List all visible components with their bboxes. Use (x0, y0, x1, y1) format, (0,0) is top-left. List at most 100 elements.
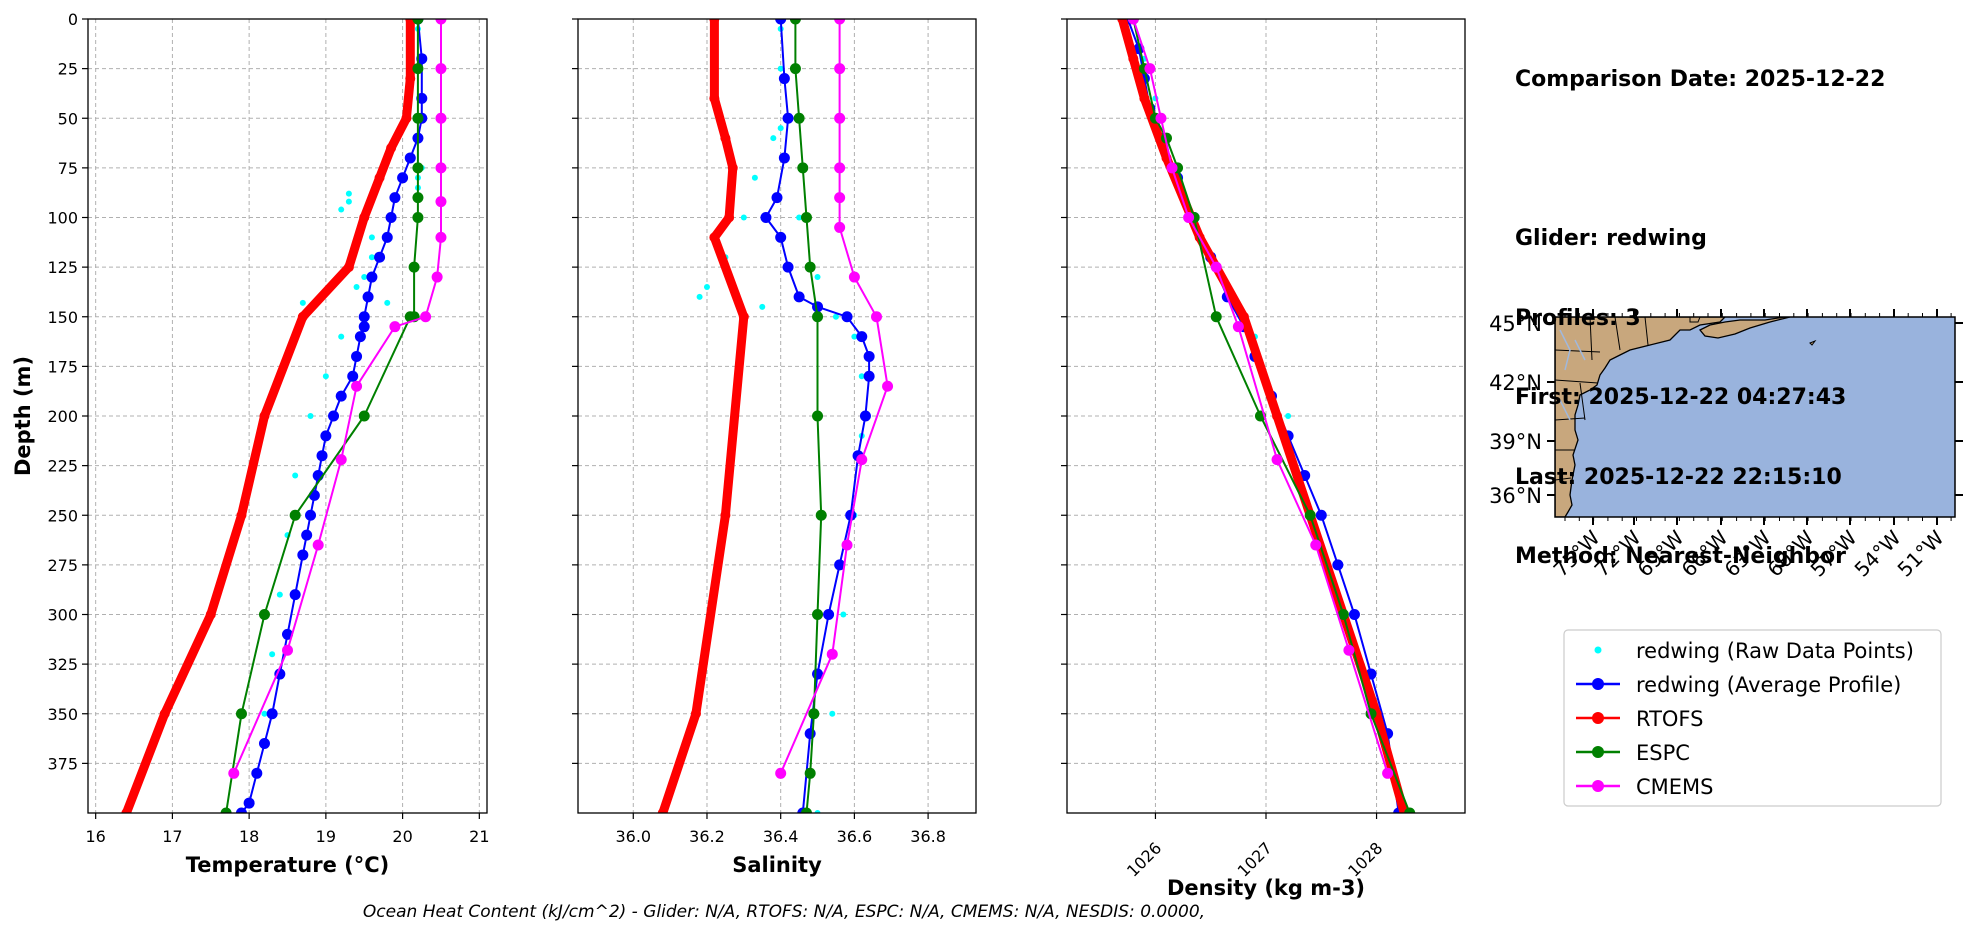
rtofs-marker (727, 162, 738, 173)
axes-frame (1066, 18, 1466, 814)
cmems-marker (435, 63, 447, 75)
avg-marker (793, 291, 805, 303)
avg-marker (775, 231, 787, 243)
panel-1: 16 17 18 19 20 21 0 25 50 75 100 125 150 175 200 225 250… (47, 10, 489, 877)
raw-point (345, 198, 352, 205)
cmems-marker (228, 767, 240, 779)
cmems-marker (1183, 212, 1195, 223)
avg-marker (823, 609, 835, 620)
raw-point (751, 174, 758, 181)
land-pei (1689, 317, 1701, 323)
x-tick-label: 36.4 (763, 827, 799, 846)
cmems-marker (1310, 539, 1322, 551)
legend-rtofs-marker (1592, 712, 1604, 724)
avg-marker (305, 509, 317, 521)
cmems-marker (871, 311, 882, 323)
cmems-marker (834, 192, 846, 204)
y-tick-label: 50 (58, 109, 78, 128)
footer-ohc: Ocean Heat Content (kJ/cm^2) - Glider: N… (362, 902, 1206, 922)
y-tick-label: 200 (47, 407, 78, 426)
cmems-marker (1155, 112, 1167, 124)
x-tick-label: 1027 (1234, 838, 1276, 880)
cmems-marker (431, 271, 443, 283)
avg-marker (859, 410, 871, 422)
avg-marker (863, 370, 875, 382)
espc-marker (1210, 311, 1222, 323)
rtofs-marker (121, 808, 132, 813)
espc-marker (358, 410, 370, 422)
cmems-marker (1127, 19, 1139, 25)
raw-point (777, 65, 784, 72)
lat-label: 45°N (1489, 312, 1542, 336)
river (1574, 339, 1586, 361)
state-border (1589, 317, 1593, 361)
avg-marker (834, 559, 846, 571)
raw-point (759, 303, 766, 310)
espc-marker (804, 767, 816, 779)
avg-marker (771, 192, 783, 204)
raw-point (338, 206, 345, 213)
cmems-marker (282, 644, 293, 656)
raw-point (338, 333, 345, 340)
x-tick-label: 18 (239, 827, 259, 846)
y-tick-label: 325 (47, 655, 78, 674)
rtofs-marker (205, 609, 216, 620)
avg-marker (289, 589, 301, 601)
lat-label: 42°N (1489, 371, 1542, 395)
espc-marker (408, 261, 420, 273)
avg-marker (381, 231, 393, 243)
espc-marker (412, 19, 424, 25)
raw-point (368, 234, 375, 241)
cmems-marker (435, 112, 447, 124)
x-axis-label: Salinity (732, 853, 822, 877)
avg-marker (1348, 609, 1360, 620)
x-tick-label: 36.6 (837, 827, 873, 846)
raw-point (307, 413, 314, 419)
avg-marker (856, 331, 868, 343)
espc-marker (412, 112, 424, 124)
map-frame (1554, 316, 1956, 518)
series-group (121, 19, 447, 813)
raw-point (740, 214, 747, 221)
cmems-marker (312, 539, 324, 551)
espc-marker (412, 212, 424, 223)
river (1559, 399, 1571, 421)
avg-marker (416, 92, 428, 104)
avg-marker (760, 212, 772, 223)
avg-line (764, 19, 871, 813)
avg-marker (397, 172, 409, 184)
legend-label: ESPC (1636, 741, 1690, 765)
rtofs-marker (709, 93, 720, 104)
avg-marker (235, 807, 247, 813)
cmems-marker (848, 271, 860, 283)
rtofs-marker (720, 510, 731, 521)
cmems-marker (420, 311, 432, 323)
y-tick-label: 300 (47, 606, 78, 625)
cmems-marker (841, 539, 853, 551)
raw-point (292, 472, 299, 479)
cmems-line (1132, 19, 1389, 775)
avg-marker (385, 212, 397, 223)
cmems-marker (1271, 454, 1283, 466)
raw-point (345, 190, 352, 197)
x-tick-label: 21 (469, 827, 489, 846)
avg-marker (389, 192, 401, 204)
y-tick-label: 150 (47, 308, 78, 327)
avg-marker (778, 152, 790, 164)
avg-marker (251, 767, 263, 779)
avg-marker (258, 738, 270, 750)
cmems-marker (1382, 767, 1394, 779)
cmems-marker (1232, 321, 1244, 333)
cmems-marker (335, 454, 347, 466)
avg-marker (351, 350, 363, 362)
x-tick-label: 17 (162, 827, 182, 846)
x-tick-label: 36.0 (615, 827, 651, 846)
y-axis-label: Depth (m) (11, 356, 35, 476)
avg-marker (243, 797, 255, 809)
espc-marker (1304, 509, 1316, 521)
raw-point (269, 651, 276, 658)
avg-marker (347, 370, 359, 382)
raw-point (829, 710, 836, 717)
rtofs-marker (1117, 19, 1128, 24)
